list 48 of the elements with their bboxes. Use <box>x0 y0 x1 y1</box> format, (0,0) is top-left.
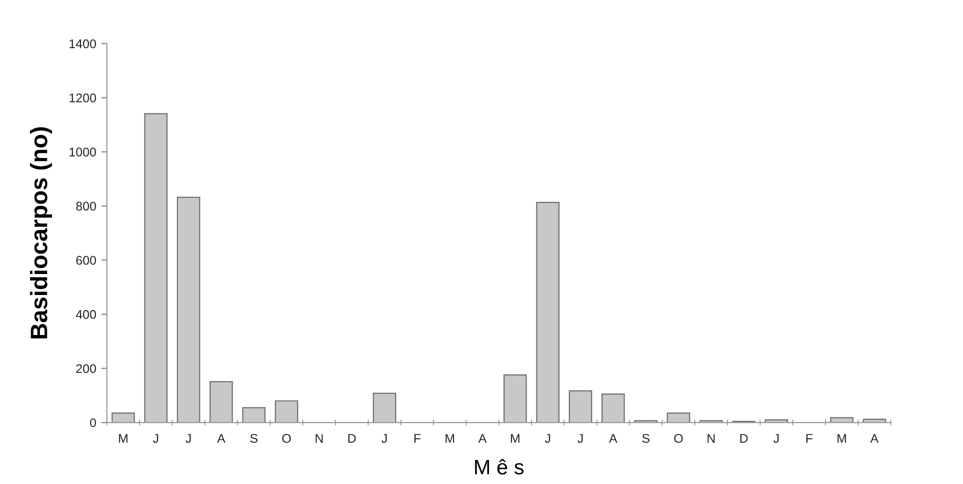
bar <box>274 400 298 423</box>
bar <box>601 394 625 423</box>
x-tick-label: A <box>217 434 226 443</box>
x-tick-label: M <box>838 434 846 443</box>
x-tick-label: J <box>544 434 550 443</box>
x-tick-label: O <box>674 434 683 443</box>
x-tick-label: J <box>382 434 387 443</box>
bar <box>666 412 690 423</box>
x-tick-label: S <box>250 434 258 443</box>
y-tick-label: 200 <box>76 364 96 374</box>
x-axis-title: M ê s <box>475 459 524 474</box>
bar <box>210 381 233 423</box>
x-tick-label: D <box>348 434 356 443</box>
x-tick-label: M <box>119 434 128 443</box>
y-axis-title: Basidiocarpos (no) <box>30 127 52 338</box>
x-tick-label: A <box>609 434 618 443</box>
y-tick-label: 0 <box>90 418 96 428</box>
x-tick-label: N <box>316 434 323 443</box>
y-tick-label: 1400 <box>70 39 96 48</box>
x-tick-label: D <box>740 434 748 443</box>
bar <box>144 113 168 423</box>
x-tick-label: F <box>414 434 420 443</box>
bar <box>112 412 135 423</box>
x-tick-label: J <box>774 434 779 443</box>
y-tick-label: 600 <box>76 256 96 265</box>
x-tick-label: J <box>152 434 158 443</box>
x-tick-label: J <box>578 434 583 443</box>
bar <box>536 202 560 423</box>
x-tick-label: O <box>282 434 291 443</box>
x-tick-label: A <box>478 434 487 443</box>
y-tick-label: 800 <box>76 202 96 211</box>
x-tick-label: S <box>642 434 650 443</box>
x-tick-label: M <box>446 434 454 443</box>
y-tick-label: 1200 <box>70 94 96 102</box>
bar <box>372 392 396 423</box>
bar <box>568 390 592 423</box>
x-tick-label: F <box>806 434 812 443</box>
bar <box>242 407 266 423</box>
bar <box>830 417 854 423</box>
y-tick-label: 1000 <box>70 148 96 156</box>
x-tick-label: N <box>708 434 715 443</box>
bar <box>862 418 886 423</box>
bar <box>176 196 200 423</box>
x-tick-label: A <box>870 434 879 443</box>
y-tick-label: 400 <box>76 310 96 319</box>
x-tick-label: J <box>186 434 191 443</box>
x-tick-label: M <box>510 434 520 443</box>
bar <box>504 374 527 423</box>
